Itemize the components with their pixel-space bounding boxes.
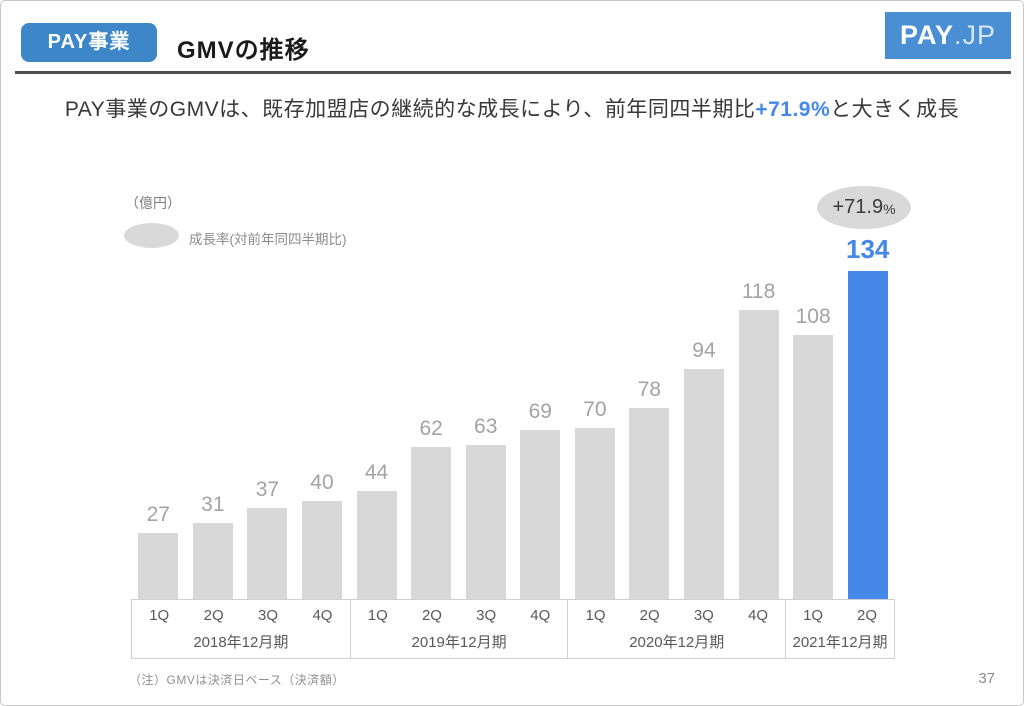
growth-highlight: +71.9% [755, 98, 831, 121]
key-message-suffix: と大きく成長 [830, 98, 960, 121]
quarter-label: 4Q [748, 607, 769, 624]
logo-text-jp: .JP [954, 20, 997, 50]
quarter-label: 4Q [530, 607, 551, 624]
quarter-label: 1Q [585, 607, 606, 624]
page-title: GMVの推移 [177, 37, 310, 64]
bar [302, 501, 342, 599]
growth-rate-percent-sign: % [883, 201, 896, 217]
bar [356, 491, 397, 599]
bar-value-label: 27 [146, 502, 170, 526]
bar [247, 508, 288, 599]
bar-value-label: 40 [310, 471, 334, 495]
bar-highlighted [847, 271, 888, 599]
quarter-labels-row: 1Q 2Q 3Q 4Q [351, 600, 568, 631]
fiscal-year-label: 2018年12月期 [193, 634, 289, 651]
quarter-label: 2Q [421, 607, 442, 624]
footnote: （注）GMVは決済日ベース（決済額） [129, 673, 345, 687]
key-message: PAY事業のGMVは、既存加盟店の継続的な成長により、前年同四半期比+71.9%… [1, 93, 1023, 123]
axis-year-group: 1Q 2Q 3Q 4Q 2019年12月期 [349, 600, 568, 658]
bar-value-label: 44 [364, 461, 389, 485]
quarter-label: 1Q [803, 607, 824, 624]
quarter-label: 2Q [856, 607, 877, 624]
axis-year-group: 1Q 2Q 3Q 4Q 2020年12月期 [567, 600, 785, 658]
quarter-labels-row: 1Q 2Q 3Q 4Q [568, 600, 785, 631]
bar [684, 368, 724, 599]
key-message-prefix: PAY事業のGMVは、既存加盟店の継続的な成長により、前年同四半期比 [64, 98, 756, 121]
bar-chart-plot: 27 31 37 40 44 62 63 69 70 78 94 118 108 134 [131, 234, 895, 599]
bar-value-label: 108 [795, 304, 831, 328]
quarter-labels-row: 1Q 2Q [786, 600, 894, 631]
fiscal-year-label: 2020年12月期 [629, 634, 725, 651]
axis-year-group: 1Q 2Q 3Q 4Q 2018年12月期 [132, 600, 350, 658]
bar [411, 447, 452, 599]
bar-value-label: 37 [255, 478, 280, 502]
bar [192, 523, 233, 599]
fiscal-year-label: 2019年12月期 [411, 634, 507, 651]
quarter-label: 3Q [258, 607, 279, 624]
bar-value-label: 118 [741, 280, 776, 304]
logo-text-pay: PAY [899, 20, 955, 50]
growth-rate-bubble: +71.9% [817, 186, 911, 229]
growth-rate-legend-label: 成長率(対前年同四半期比) [189, 232, 347, 247]
bar-value-label: 69 [528, 400, 552, 424]
page-number: 37 [978, 670, 995, 687]
quarter-label: 1Q [367, 607, 388, 624]
quarter-label: 2Q [639, 607, 660, 624]
business-segment-badge: PAY事業 [21, 23, 157, 62]
bar-value-label: 31 [201, 493, 225, 517]
x-axis: 1Q 2Q 3Q 4Q 2018年12月期 1Q 2Q 3Q 4Q 2019年12月期 1Q 2Q 3Q… [131, 599, 895, 659]
bar-value-label: 62 [419, 417, 443, 441]
quarter-label: 3Q [476, 607, 497, 624]
bar [574, 427, 615, 599]
bar [520, 430, 561, 599]
growth-rate-legend-ellipse [124, 223, 179, 248]
quarter-label: 2Q [203, 607, 224, 624]
axis-year-group: 1Q 2Q 2021年12月期 [785, 600, 894, 658]
bar [629, 408, 670, 599]
bar-value-label: 94 [692, 338, 716, 362]
bar-value-label: 63 [474, 414, 498, 438]
bar-value-label: 78 [637, 378, 662, 402]
quarter-label: 1Q [149, 607, 170, 624]
quarter-label: 3Q [693, 607, 714, 624]
bar [138, 532, 179, 599]
quarter-label: 4Q [312, 607, 333, 624]
bar-value-label: 70 [583, 397, 607, 421]
bar [465, 444, 506, 599]
fiscal-year-label: 2021年12月期 [792, 634, 888, 651]
unit-label: （億円） [125, 195, 181, 211]
bar [738, 310, 779, 599]
quarter-labels-row: 1Q 2Q 3Q 4Q [132, 600, 350, 631]
bar [793, 334, 834, 599]
header-divider [15, 71, 1011, 74]
bar-value-label: 134 [846, 234, 890, 264]
growth-rate-value: +71.9 [832, 196, 884, 218]
payjp-logo: PAY .JP [885, 12, 1011, 59]
